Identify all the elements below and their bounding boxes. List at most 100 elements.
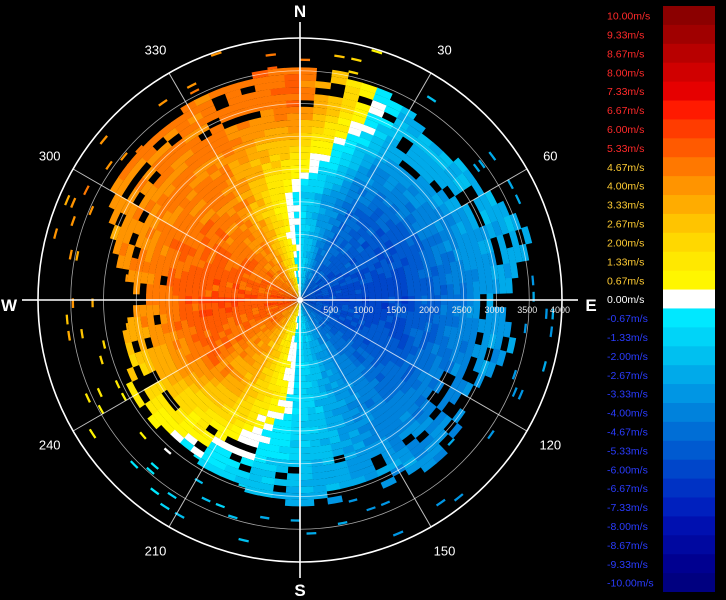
velocity-cell — [280, 159, 292, 167]
colorbar-label: -0.67m/s — [607, 313, 648, 325]
velocity-cell — [338, 315, 346, 322]
velocity-cell — [181, 345, 192, 356]
velocity-cell — [428, 141, 444, 157]
velocity-cell — [507, 179, 514, 190]
velocity-cell — [167, 361, 178, 374]
velocity-cell — [275, 378, 283, 387]
velocity-cell — [254, 278, 262, 285]
velocity-cell — [309, 439, 321, 448]
velocity-cell — [380, 223, 391, 234]
velocity-cell — [306, 287, 312, 293]
velocity-cell — [340, 268, 349, 276]
velocity-cell — [150, 188, 164, 203]
velocity-cell — [390, 187, 403, 199]
velocity-cell — [272, 265, 279, 273]
velocity-cell — [322, 243, 330, 251]
velocity-cell — [253, 265, 262, 273]
azimuth-label: 240 — [39, 438, 61, 453]
velocity-cell — [236, 208, 247, 218]
velocity-cell — [306, 279, 311, 286]
velocity-cell — [195, 389, 207, 402]
velocity-cell — [304, 224, 311, 232]
velocity-cell — [270, 303, 278, 308]
velocity-cell — [461, 329, 471, 343]
velocity-cell — [474, 254, 484, 270]
azimuth-label: 150 — [434, 543, 456, 558]
velocity-cell — [235, 245, 245, 254]
velocity-cell — [266, 222, 275, 232]
velocity-cell — [197, 99, 215, 112]
velocity-cell — [291, 257, 296, 265]
velocity-cell — [405, 375, 417, 388]
velocity-cell — [230, 165, 244, 176]
velocity-cell — [302, 316, 305, 323]
velocity-cell — [256, 198, 266, 208]
velocity-cell — [309, 294, 316, 298]
velocity-cell — [353, 382, 364, 392]
velocity-cell — [307, 258, 312, 266]
velocity-cell — [295, 316, 298, 323]
velocity-cell — [226, 130, 242, 142]
velocity-cell — [158, 179, 172, 194]
velocity-cell — [268, 332, 275, 340]
velocity-cell — [355, 346, 365, 355]
velocity-cell — [196, 347, 207, 358]
velocity-cell — [80, 329, 84, 339]
velocity-cell — [243, 189, 254, 199]
velocity-cell — [315, 302, 323, 306]
velocity-cell — [303, 270, 307, 278]
velocity-cell — [290, 278, 295, 285]
velocity-cell — [166, 213, 179, 227]
velocity-cell — [334, 259, 342, 268]
velocity-cell — [322, 296, 330, 300]
velocity-cell — [185, 279, 194, 289]
velocity-cell — [448, 423, 463, 439]
velocity-cell — [430, 265, 439, 278]
velocity-cell — [260, 428, 273, 438]
velocity-cell — [173, 358, 184, 371]
velocity-cell — [224, 397, 236, 409]
velocity-cell — [344, 275, 352, 282]
velocity-cell — [256, 339, 265, 348]
velocity-cell — [447, 438, 455, 446]
velocity-cell — [307, 289, 313, 294]
velocity-cell — [319, 154, 332, 163]
velocity-cell — [299, 486, 314, 494]
velocity-cell — [261, 315, 269, 322]
colorbar-label: -6.00m/s — [607, 464, 648, 476]
velocity-cell — [218, 302, 226, 309]
velocity-cell — [350, 342, 360, 351]
velocity-cell — [347, 463, 362, 474]
velocity-cell — [503, 263, 512, 280]
velocity-cell — [272, 327, 279, 335]
velocity-cell — [411, 270, 420, 281]
velocity-cell — [402, 326, 412, 336]
velocity-cell — [259, 342, 268, 351]
velocity-cell — [302, 335, 306, 343]
velocity-cell — [185, 303, 193, 312]
velocity-cell — [364, 191, 376, 203]
velocity-cell — [438, 274, 447, 286]
velocity-cell — [226, 258, 235, 267]
velocity-cell — [283, 340, 289, 348]
velocity-cell — [255, 392, 266, 402]
colorbar-swatch — [663, 232, 715, 253]
velocity-cell — [178, 390, 191, 403]
velocity-cell — [146, 272, 155, 285]
velocity-cell — [300, 237, 305, 245]
velocity-cell — [204, 380, 216, 392]
colorbar-swatch — [663, 440, 715, 461]
velocity-cell — [313, 246, 320, 254]
velocity-cell — [319, 329, 326, 337]
velocity-cell — [185, 188, 198, 202]
velocity-cell — [335, 378, 345, 387]
velocity-cell — [150, 357, 162, 371]
velocity-cell — [278, 445, 290, 454]
velocity-cell — [207, 270, 216, 279]
velocity-cell — [179, 278, 188, 288]
velocity-cell — [295, 355, 300, 363]
velocity-cell — [306, 271, 311, 279]
velocity-cell — [314, 261, 321, 269]
velocity-cell — [338, 278, 346, 285]
velocity-cell — [329, 276, 337, 283]
